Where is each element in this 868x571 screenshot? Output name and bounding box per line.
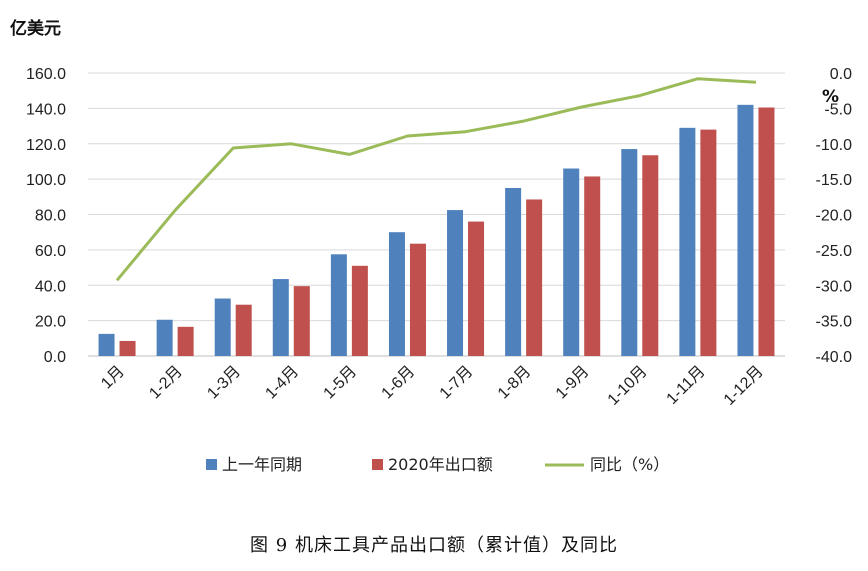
bar-2020-exports <box>293 286 310 356</box>
bar-2020-exports <box>351 265 368 356</box>
category-label: 1-10月 <box>605 363 651 409</box>
bar-prior-year <box>272 279 289 356</box>
left-tick-label: 40.0 <box>35 278 66 295</box>
bar-prior-year <box>214 298 231 356</box>
category-labels: 1月 1-2月 1-3月 1-4月 1-5月 1-6月 1-7月 1-8月 1-9月 1-10月 1… <box>98 363 767 409</box>
bar-2020-exports <box>758 107 775 356</box>
bar-2020-exports <box>642 155 659 356</box>
figure-caption: 图 9 机床工具产品出口额（累计值）及同比 <box>250 535 618 556</box>
right-tick-label: -10.0 <box>816 137 853 154</box>
left-tick-label: 100.0 <box>26 172 66 189</box>
bar-2020-exports <box>235 304 252 356</box>
category-label: 1-5月 <box>321 363 361 403</box>
bar-2020-exports <box>526 199 543 356</box>
bar-prior-year <box>447 210 464 356</box>
bar-prior-year <box>505 187 522 356</box>
right-tick-label: -30.0 <box>816 278 853 295</box>
legend-label-prior-year: 上一年同期 <box>222 455 302 474</box>
right-axis-ticks: -40.0 -35.0 -30.0 -25.0 -20.0 -15.0 -10.0 -5.0 0… <box>816 66 853 366</box>
legend-swatch-prior-year <box>206 459 217 470</box>
right-tick-label: -40.0 <box>816 349 853 366</box>
category-label: 1月 <box>98 363 128 393</box>
bar-prior-year <box>388 232 405 356</box>
left-tick-label: 120.0 <box>26 137 66 154</box>
category-label: 1-12月 <box>721 363 767 409</box>
category-label: 1-4月 <box>262 363 302 403</box>
legend-swatch-2020-exports <box>372 459 383 470</box>
category-label: 1-2月 <box>146 363 186 403</box>
left-tick-label: 60.0 <box>35 243 66 260</box>
right-tick-label: -20.0 <box>816 208 853 225</box>
bar-2020-exports <box>119 340 136 356</box>
left-tick-label: 20.0 <box>35 314 66 331</box>
line-series <box>115 77 757 282</box>
category-label: 1-7月 <box>437 363 477 403</box>
bar-prior-year <box>98 333 115 356</box>
left-axis-ticks: 0.0 20.0 40.0 60.0 80.0 100.0 120.0 140.0 160.0 <box>26 66 66 366</box>
right-tick-label: -5.0 <box>824 101 852 118</box>
right-tick-label: 0.0 <box>830 66 852 83</box>
bar-prior-year <box>330 254 347 356</box>
category-label: 1-11月 <box>664 363 709 408</box>
left-tick-label: 0.0 <box>44 349 66 366</box>
bar-2020-exports <box>177 326 194 356</box>
left-axis-label: 亿美元 <box>10 18 61 39</box>
legend-label-2020-exports: 2020年出口额 <box>388 455 493 474</box>
left-tick-label: 160.0 <box>26 66 66 83</box>
category-label: 1-8月 <box>495 363 535 403</box>
bar-prior-year <box>621 149 638 356</box>
bar-prior-year <box>156 319 173 356</box>
bar-2020-exports <box>584 176 601 356</box>
legend: 上一年同期 2020年出口额 同比（%） <box>206 455 669 474</box>
category-label: 1-9月 <box>553 363 593 403</box>
bar-prior-year <box>679 127 696 356</box>
left-tick-label: 80.0 <box>35 208 66 225</box>
right-tick-label: -35.0 <box>816 314 853 331</box>
right-axis-label: % <box>822 87 839 107</box>
bar-prior-year <box>563 168 580 356</box>
category-label: 1-6月 <box>379 363 419 403</box>
bar-2020-exports <box>468 221 485 356</box>
line-yoy-growth <box>115 77 757 282</box>
category-label: 1-3月 <box>204 363 244 403</box>
bar-2020-exports <box>700 129 717 356</box>
legend-label-yoy: 同比（%） <box>590 455 669 474</box>
right-tick-label: -25.0 <box>816 243 853 260</box>
right-tick-label: -15.0 <box>816 172 853 189</box>
bar-2020-exports <box>409 243 426 356</box>
bars <box>98 104 775 357</box>
bar-prior-year <box>737 104 754 357</box>
left-tick-label: 140.0 <box>26 101 66 118</box>
